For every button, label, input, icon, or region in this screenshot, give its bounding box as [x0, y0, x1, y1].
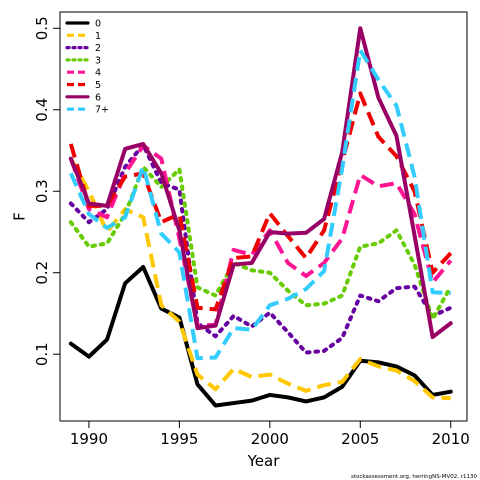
series-line-1 — [69, 157, 451, 401]
series-line-4 — [68, 143, 453, 328]
y-tick-label: 0.5 — [33, 16, 51, 40]
x-axis: 1990 1995 2000 2005 2010 — [70, 421, 470, 448]
legend-label-4: 4 — [95, 68, 101, 79]
footnote: stockassessment.org, herringNS-MV02, r11… — [351, 474, 478, 480]
y-axis-title: F — [11, 212, 29, 221]
y-tick-label: 0.1 — [33, 342, 51, 366]
legend-label-6: 6 — [95, 92, 101, 103]
y-axis: 0.1 0.2 0.3 0.4 0.5 — [33, 16, 60, 366]
series-line-6 — [68, 26, 453, 340]
x-tick-label: 2005 — [341, 430, 379, 448]
y-tick-label: 0.4 — [33, 98, 51, 122]
x-tick-label: 1995 — [160, 430, 198, 448]
legend-label-0: 0 — [95, 19, 101, 30]
legend-label-5: 5 — [95, 80, 101, 91]
series-line-0 — [68, 265, 453, 408]
x-tick-label: 2010 — [432, 430, 470, 448]
plot-frame — [59, 11, 468, 422]
x-tick-label: 2000 — [251, 430, 289, 448]
x-axis-title: Year — [247, 452, 281, 470]
x-tick-label: 1990 — [70, 430, 108, 448]
y-tick-label: 0.2 — [33, 261, 51, 285]
legend-label-3: 3 — [95, 55, 101, 66]
series-line-7plus — [69, 48, 451, 361]
series-layer — [68, 26, 453, 408]
y-tick-label: 0.3 — [33, 179, 51, 203]
series-line-5 — [68, 91, 453, 312]
legend-label-7plus: 7+ — [95, 105, 109, 116]
legend-label-1: 1 — [95, 31, 101, 42]
legend-label-2: 2 — [95, 43, 101, 54]
